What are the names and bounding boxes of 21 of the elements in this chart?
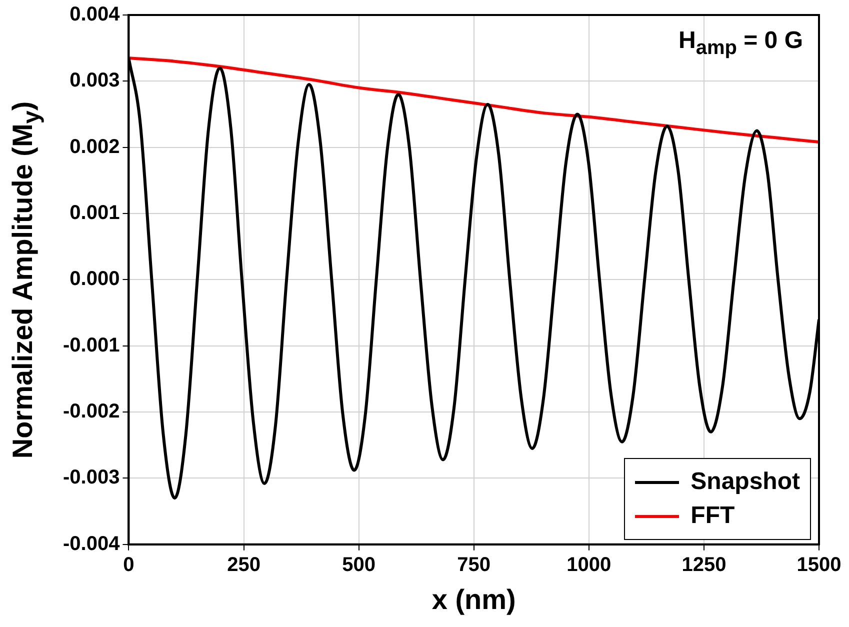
y-tick-label: 0.004: [70, 4, 121, 26]
y-tick-label: -0.004: [62, 532, 121, 555]
x-tick-label: 750: [457, 554, 491, 576]
x-tick-label: 1250: [682, 554, 726, 576]
y-tick-label: -0.001: [62, 334, 120, 356]
legend-label: Snapshot: [690, 467, 800, 498]
x-tick-label: 1500: [796, 554, 842, 576]
y-tick-label: 0.002: [70, 136, 120, 158]
x-tick-label: 0: [123, 554, 134, 576]
y-tick-label: -0.003: [62, 466, 120, 489]
x-tick-label: 250: [227, 554, 260, 576]
line-series: [128, 56, 819, 144]
x-tick-label: 500: [342, 554, 376, 576]
annotation: H$_{amp}$ = 0 G: [678, 27, 803, 60]
y-tick-label: 0.003: [70, 70, 120, 92]
y-tick-label: 0.001: [70, 202, 120, 224]
legend-label: FFT: [690, 501, 735, 532]
x-axis-title: x (nm): [432, 584, 516, 615]
x-tick-label: 1000: [566, 554, 612, 576]
y-tick-label: -0.002: [62, 400, 120, 423]
y-tick-label: 0.000: [70, 268, 120, 290]
